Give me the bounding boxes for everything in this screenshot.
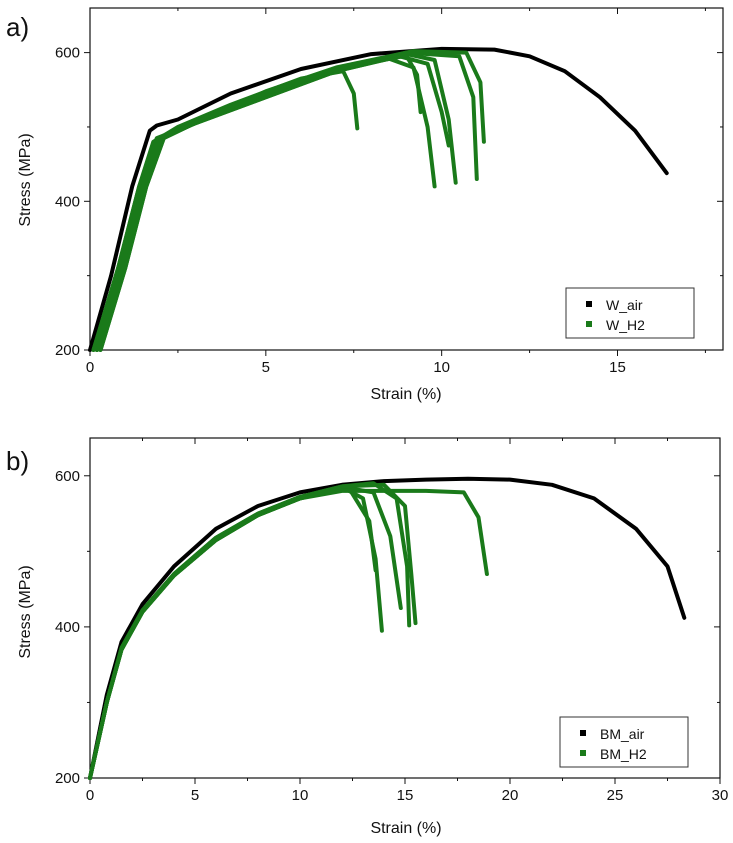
series-W_H2-curve-6 [91,50,479,352]
y-tick-label: 200 [55,342,80,359]
x-tick-label: 0 [86,787,94,804]
series-W_H2-curve-3 [95,54,451,352]
y-tick-label: 200 [55,770,80,787]
series-W_H2-curve-4 [98,52,458,352]
y-axis-label: Stress (MPa) [17,565,34,658]
curves [88,46,669,352]
y-tick-label: 400 [55,619,80,636]
legend-box [565,287,695,339]
legend-swatch-BM_air [580,730,586,736]
y-tick-label: 400 [55,193,80,210]
plot-frame [89,7,724,351]
series-W_H2-curve-7 [95,49,486,352]
x-axis-label: Strain (%) [370,820,441,837]
ticks: 0 5 10 15 20 25 30 200 400 600 [55,438,728,804]
panel-label: a) [6,12,29,42]
x-axis-label: Strain (%) [370,386,441,403]
legend-swatch-BM_H2 [580,750,586,756]
series-BM_H2-curve-4 [88,482,418,780]
series-BM_H2-curve-6 [88,488,489,780]
panel-label: b) [6,446,29,476]
legend-label: BM_air [600,726,645,742]
series-BM_H2-curve-1 [88,485,384,780]
x-tick-label: 20 [502,787,519,804]
ticks: 0 5 10 15 200 400 600 [55,8,723,376]
y-tick-label: 600 [55,468,80,485]
x-tick-label: 10 [292,787,309,804]
x-tick-label: 10 [433,359,450,376]
legend: W_air W_H2 [565,287,695,339]
y-tick-label: 600 [55,45,80,62]
x-tick-label: 5 [191,787,199,804]
legend-box [559,716,689,768]
series-W_H2-curve-2 [95,56,437,352]
series-BM_H2-curve-5 [88,481,412,780]
y-axis-label: Stress (MPa) [17,133,34,226]
series-W_air-curve-1 [88,46,669,352]
legend-label: W_H2 [606,317,645,333]
legend-label: BM_H2 [600,746,647,762]
x-tick-label: 5 [262,359,270,376]
x-tick-label: 15 [397,787,414,804]
x-tick-label: 30 [712,787,729,804]
legend: BM_air BM_H2 [559,716,689,768]
panel-a: a) 0 5 10 15 200 400 600 Strain (%) Stress (MP… [6,7,724,403]
x-tick-label: 25 [607,787,624,804]
curves [88,476,687,780]
panel-b: b) 0 5 10 15 20 25 30 200 400 600 Strain (%) Stre… [6,437,728,837]
legend-label: W_air [606,297,643,313]
x-tick-label: 15 [609,359,626,376]
series-BM_H2-curve-2 [88,485,403,780]
legend-swatch-W_H2 [586,321,592,327]
legend-swatch-W_air [586,301,592,307]
x-tick-label: 0 [86,359,94,376]
